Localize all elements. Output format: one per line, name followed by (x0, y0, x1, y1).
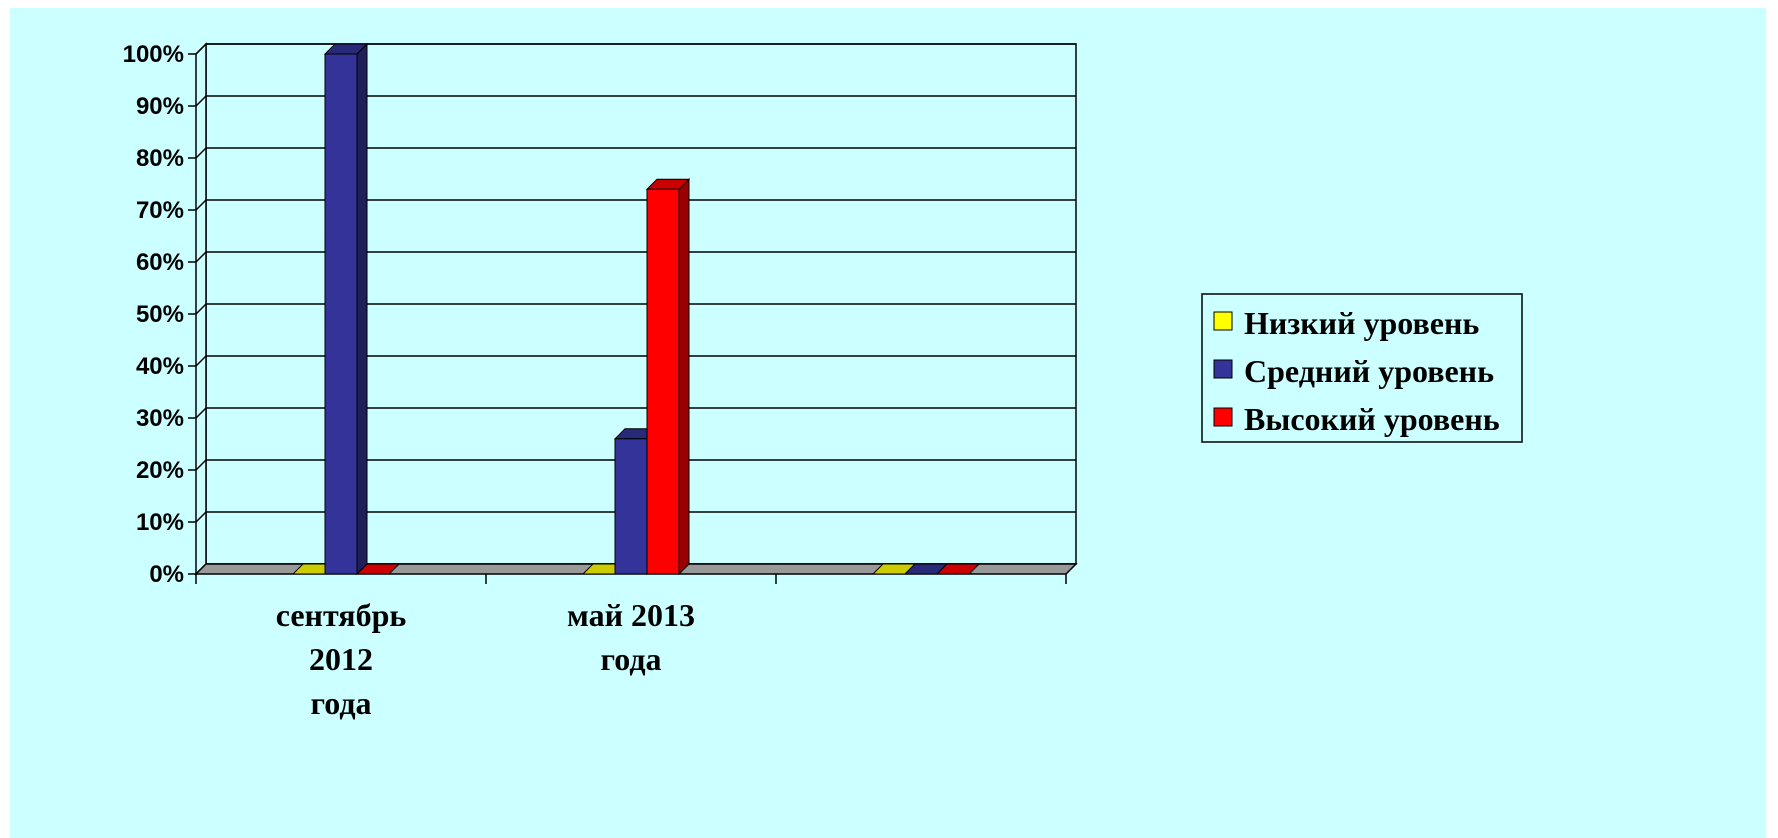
gridline-side (195, 95, 207, 107)
x-category-label: май 2013 года (567, 597, 695, 677)
y-tick-label: 50% (136, 301, 184, 328)
gridline-side (195, 251, 207, 263)
gridline-side (195, 511, 207, 523)
legend-label: Средний уровень (1244, 353, 1494, 389)
y-tick-label: 40% (136, 353, 184, 380)
legend-label: Низкий уровень (1244, 305, 1479, 341)
y-tick-label: 90% (136, 93, 184, 120)
bar-1-0 (324, 53, 358, 575)
y-tick-label: 70% (136, 197, 184, 224)
legend-swatch (1213, 311, 1233, 331)
legend-swatch (1213, 359, 1233, 379)
legend-label: Высокий уровень (1244, 401, 1500, 437)
y-tick-label: 60% (136, 249, 184, 276)
bar-2-1-side (678, 177, 690, 576)
gridline-side (195, 43, 207, 55)
legend-swatch (1213, 407, 1233, 427)
gridline-side (195, 303, 207, 315)
y-tick-label: 20% (136, 457, 184, 484)
bar-1-1 (614, 438, 648, 575)
bar-chart: 0% 10% 20% 30% 40% 50% 60% 70% 80% 90% 100% сентябр… (123, 41, 1523, 721)
gridline-side (195, 355, 207, 367)
bar-2-0-top (355, 563, 401, 575)
gridline-side (195, 459, 207, 471)
x-category-label: сентябрь 2012 года (276, 597, 407, 721)
y-tick-label: 0% (149, 561, 184, 588)
gridline-side (195, 147, 207, 159)
y-tick-label: 80% (136, 145, 184, 172)
y-tick-label: 10% (136, 509, 184, 536)
gridline-side (195, 407, 207, 419)
legend-box (1201, 293, 1523, 443)
bar-1-0-side (356, 42, 368, 576)
bar-2-1 (646, 188, 680, 575)
chart-area: 0% 10% 20% 30% 40% 50% 60% 70% 80% 90% 100% сентябр… (10, 8, 1766, 838)
gridline-side (195, 199, 207, 211)
y-tick-label: 100% (123, 41, 184, 68)
y-tick-label: 30% (136, 405, 184, 432)
bar-2-2-top (935, 563, 981, 575)
